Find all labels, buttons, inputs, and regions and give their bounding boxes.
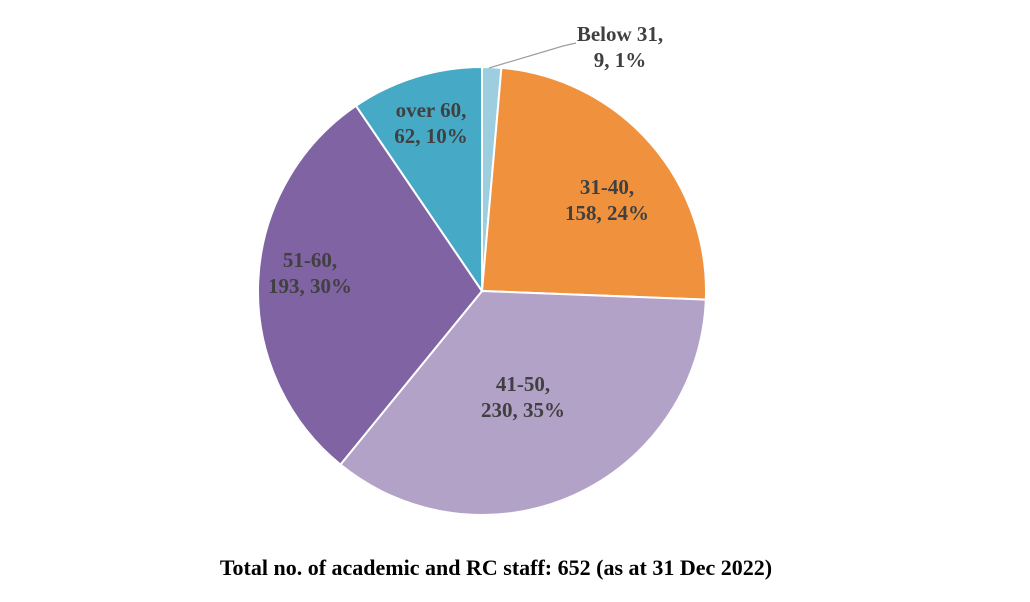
pie-slice-31-40: [481, 66, 707, 301]
below-31-leader-line: [488, 42, 577, 69]
pie-slice-41-50: [339, 290, 707, 516]
pie-slice-over-60: [354, 66, 483, 292]
chart-title: Total no. of academic and RC staff: 652 …: [219, 555, 773, 580]
pie-slice-51-60: [257, 104, 483, 466]
